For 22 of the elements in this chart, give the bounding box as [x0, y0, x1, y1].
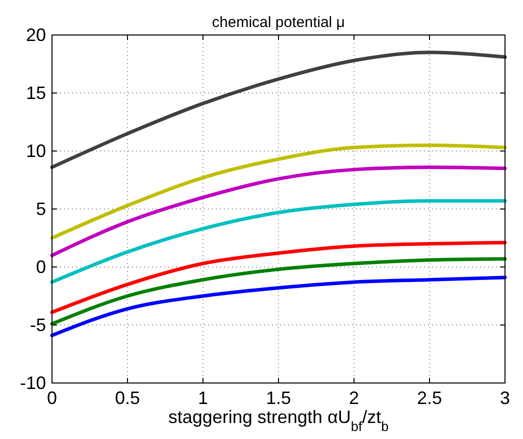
y-tick-label: 10	[26, 141, 46, 161]
line-series	[50, 276, 507, 338]
line-series	[50, 240, 507, 314]
line-series	[50, 50, 507, 169]
x-tick-label: 0.5	[114, 388, 140, 408]
x-tick-label: 1	[198, 388, 208, 408]
y-tick-label: 20	[26, 25, 46, 45]
y-tick-label: 5	[36, 199, 46, 219]
x-tick-label: 3	[500, 388, 510, 408]
line-series	[50, 257, 507, 326]
x-tick-label: 1.5	[266, 388, 292, 408]
y-tick-label: -10	[20, 373, 46, 393]
line-series	[50, 143, 507, 240]
y-tick-label: 0	[36, 257, 46, 277]
x-axis-title: staggering strength αU$_{bf}$/zt$_{b}$	[168, 407, 389, 434]
y-tick-label: -5	[30, 315, 46, 335]
x-tick-label: 2	[348, 388, 360, 408]
y-tick-label: 15	[26, 83, 46, 103]
line-series	[50, 165, 507, 258]
line-series	[50, 199, 507, 284]
x-tick-label: 2.5	[416, 388, 442, 408]
chart-title: chemical potential μ	[212, 14, 345, 31]
